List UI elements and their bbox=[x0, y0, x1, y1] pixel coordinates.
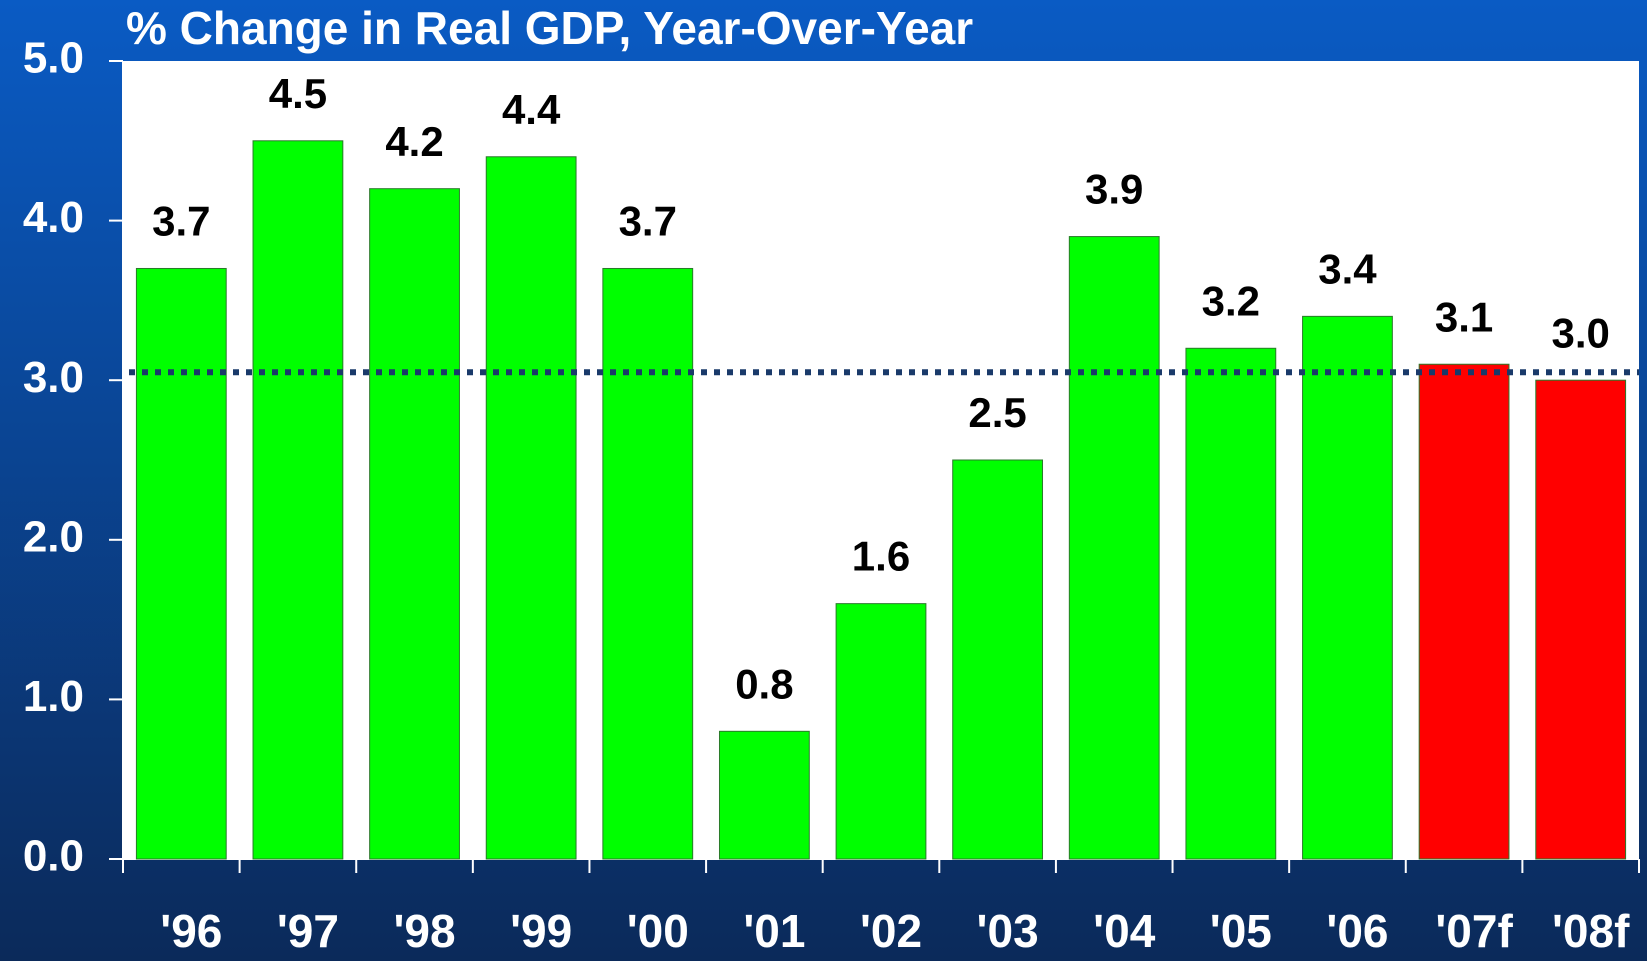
x-tick-label: '03 bbox=[977, 905, 1039, 957]
bar bbox=[369, 188, 460, 860]
bar bbox=[952, 459, 1044, 860]
bar bbox=[1302, 315, 1393, 860]
x-tick-label: '07f bbox=[1435, 905, 1513, 957]
value-label: 0.8 bbox=[735, 660, 793, 707]
x-tick-label: '96 bbox=[160, 905, 222, 957]
x-tick-label: '98 bbox=[393, 905, 455, 957]
y-tick-label: 5.0 bbox=[23, 34, 84, 83]
bar bbox=[1068, 236, 1160, 860]
value-label: 4.5 bbox=[269, 70, 327, 117]
bar bbox=[602, 267, 694, 860]
y-tick-label: 1.0 bbox=[23, 672, 84, 721]
x-tick-label: '00 bbox=[627, 905, 689, 957]
x-tick-label: '05 bbox=[1210, 905, 1272, 957]
bar bbox=[1185, 347, 1277, 860]
bar bbox=[485, 156, 577, 860]
value-label: 4.2 bbox=[385, 118, 443, 165]
value-label: 4.4 bbox=[502, 86, 561, 133]
y-tick-label: 3.0 bbox=[23, 353, 84, 402]
y-tick-label: 0.0 bbox=[23, 832, 84, 881]
x-tick-label: '06 bbox=[1326, 905, 1388, 957]
bar bbox=[835, 603, 927, 860]
x-tick-label: '02 bbox=[860, 905, 922, 957]
value-label: 3.1 bbox=[1435, 293, 1493, 340]
chart-title: % Change in Real GDP, Year-Over-Year bbox=[126, 2, 973, 54]
x-tick-label: '99 bbox=[510, 905, 572, 957]
bar bbox=[1535, 379, 1627, 860]
x-tick-label: '01 bbox=[743, 905, 805, 957]
value-label: 3.4 bbox=[1318, 245, 1377, 292]
bar bbox=[1418, 363, 1510, 860]
x-tick-label: '97 bbox=[277, 905, 339, 957]
value-label: 3.7 bbox=[619, 198, 677, 245]
y-tick-label: 4.0 bbox=[23, 193, 84, 242]
bar bbox=[135, 267, 227, 860]
value-label: 3.2 bbox=[1202, 277, 1260, 324]
value-label: 3.9 bbox=[1085, 166, 1143, 213]
value-label: 2.5 bbox=[968, 389, 1026, 436]
x-tick-label: '04 bbox=[1093, 905, 1156, 957]
value-label: 1.6 bbox=[852, 533, 910, 580]
x-tick-label: '08f bbox=[1552, 905, 1630, 957]
bar bbox=[718, 730, 810, 860]
value-label: 3.0 bbox=[1551, 309, 1609, 356]
y-tick-label: 2.0 bbox=[23, 512, 84, 561]
bar bbox=[252, 140, 344, 860]
value-label: 3.7 bbox=[152, 198, 210, 245]
